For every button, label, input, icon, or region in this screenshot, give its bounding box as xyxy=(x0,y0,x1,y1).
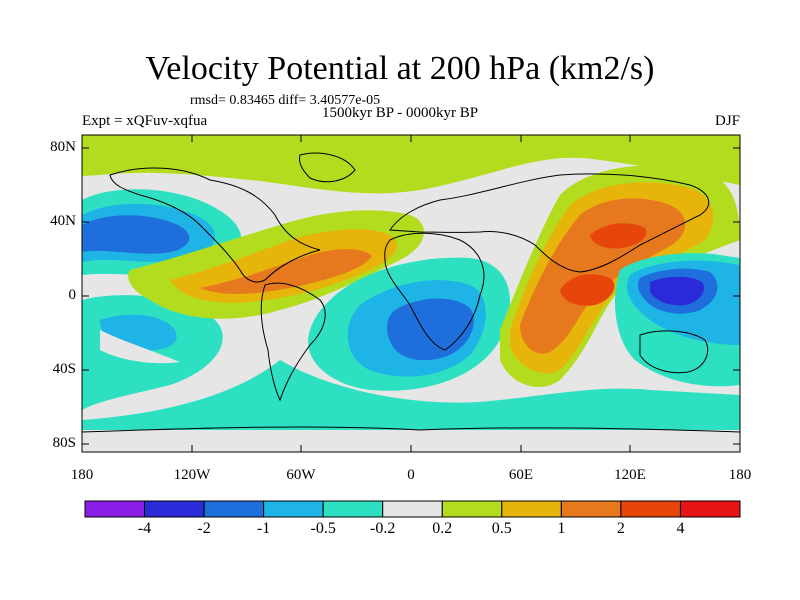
lon-label-60w: 60W xyxy=(286,467,316,483)
lon-label-60e: 60E xyxy=(508,467,534,483)
north-america-outline xyxy=(109,167,321,283)
eurasia-outline xyxy=(389,173,710,273)
experiment-label: Expt = xQFuv-xqfua xyxy=(82,113,208,129)
colorbar-swatch xyxy=(144,500,205,518)
lon-ticks xyxy=(81,135,741,452)
west-pacific-negative-core xyxy=(650,276,705,306)
lon-label-180w: 180 xyxy=(70,467,94,483)
chart-title: Velocity Potential at 200 hPa (km2/s) xyxy=(145,50,655,87)
africa-outline xyxy=(384,232,485,351)
colorbar-swatch xyxy=(560,500,622,518)
colorbar-swatch xyxy=(382,500,443,518)
colorbar-label: 4 xyxy=(676,520,685,537)
colorbar-swatch xyxy=(203,500,265,518)
lat-label-80s: 80S xyxy=(52,435,76,451)
colorbar-label: 0.5 xyxy=(491,520,512,537)
lat-ticks xyxy=(82,147,740,445)
colorbar-swatch xyxy=(322,500,384,518)
antarctica-outline xyxy=(82,426,740,433)
southern-ocean-weak-negative xyxy=(82,360,740,440)
lat-label-0: 0 xyxy=(68,287,77,303)
lon-label-180e: 180 xyxy=(728,467,752,483)
contour-field xyxy=(82,135,740,452)
antarctic-neutral xyxy=(82,430,740,452)
period-label: 1500kyr BP - 0000kyr BP xyxy=(322,105,479,121)
colorbar-label: -2 xyxy=(197,520,211,537)
stats-line: rmsd= 0.83465 diff= 3.40577e-05 xyxy=(190,93,381,108)
coastlines xyxy=(82,152,740,433)
colorbar-label: 2 xyxy=(616,520,625,537)
china-positive-core xyxy=(590,223,647,249)
colorbar-swatch xyxy=(263,500,324,518)
colorbar xyxy=(84,500,741,518)
colorbar-label: -1 xyxy=(256,520,271,537)
lat-label-40n: 40N xyxy=(50,213,76,229)
colorbar-label: -0.2 xyxy=(370,520,396,537)
tropical-positive-mid xyxy=(200,249,372,294)
lat-label-40s: 40S xyxy=(52,361,76,377)
australia-outline xyxy=(639,330,709,374)
colorbar-swatch xyxy=(620,500,681,518)
indian-ocean-positive-core xyxy=(560,274,615,306)
colorbar-label: -0.5 xyxy=(310,520,336,537)
colorbar-swatch xyxy=(441,500,503,518)
colorbar-swatch xyxy=(501,500,562,518)
colorbar-swatch xyxy=(680,500,741,518)
north-pacific-negative-core xyxy=(82,215,190,254)
colorbar-label: -4 xyxy=(137,520,152,537)
south-america-outline xyxy=(260,282,326,402)
greenland-outline xyxy=(299,152,356,183)
arctic-positive-region xyxy=(82,135,740,194)
lat-label-80n: 80N xyxy=(50,139,76,155)
lon-label-120w: 120W xyxy=(173,467,211,483)
south-pacific-neutral-streak xyxy=(100,330,180,364)
lon-label-0: 0 xyxy=(407,467,415,483)
colorbar-label: 1 xyxy=(557,520,566,537)
season-label: DJF xyxy=(714,113,740,129)
colorbar-label: 0.2 xyxy=(432,520,453,537)
colorbar-swatch xyxy=(84,500,145,518)
lon-label-120e: 120E xyxy=(614,467,646,483)
